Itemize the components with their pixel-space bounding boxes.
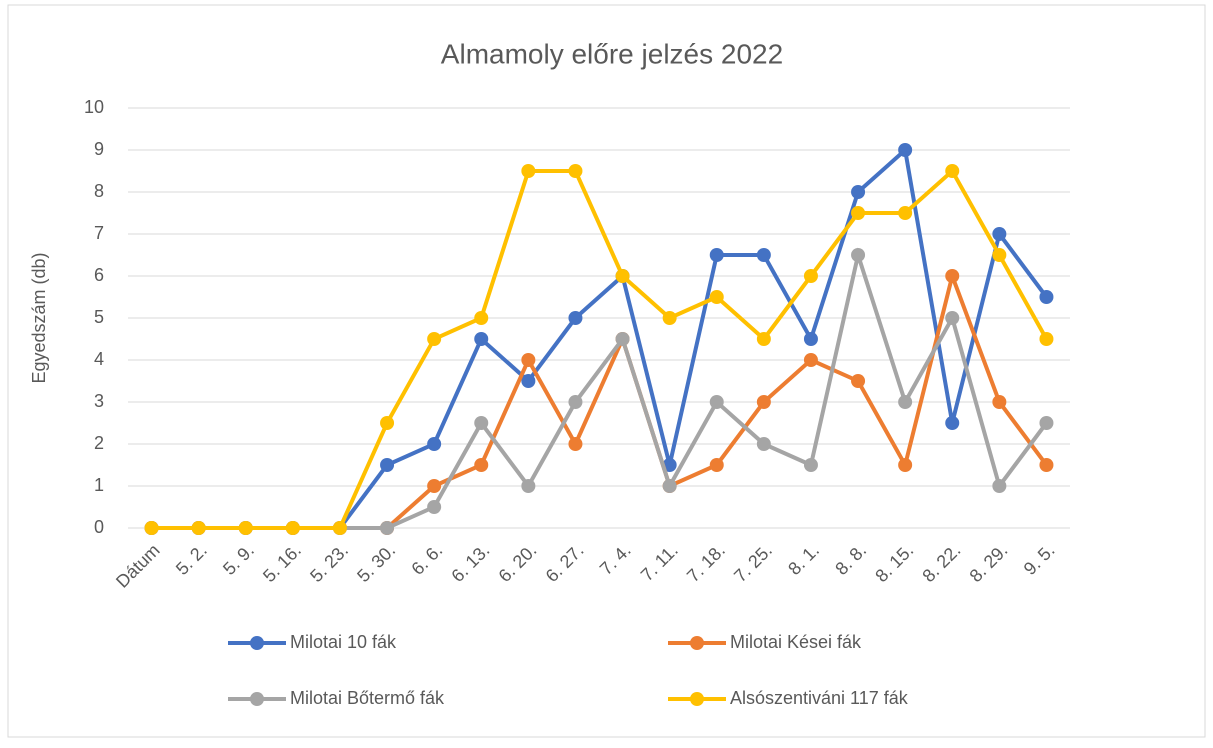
y-tick-label: 6 xyxy=(94,265,104,285)
data-point xyxy=(568,311,583,325)
data-point xyxy=(568,395,583,409)
data-point xyxy=(191,521,206,535)
data-point xyxy=(474,458,489,472)
data-point xyxy=(756,332,771,346)
data-point xyxy=(1039,332,1054,346)
data-point xyxy=(474,311,489,325)
data-point xyxy=(332,521,347,535)
data-point xyxy=(945,164,960,178)
data-point xyxy=(615,269,630,283)
data-point xyxy=(851,248,866,262)
data-point xyxy=(427,437,442,451)
data-point xyxy=(898,143,913,157)
y-tick-label: 8 xyxy=(94,181,104,201)
data-point xyxy=(521,374,536,388)
data-point xyxy=(662,458,677,472)
data-point xyxy=(144,521,159,535)
data-point xyxy=(238,521,253,535)
y-tick-label: 3 xyxy=(94,391,104,411)
data-point xyxy=(709,458,724,472)
legend-marker xyxy=(250,692,264,706)
y-tick-label: 7 xyxy=(94,223,104,243)
y-tick-label: 5 xyxy=(94,307,104,327)
data-point xyxy=(945,269,960,283)
data-point xyxy=(615,332,630,346)
data-point xyxy=(945,416,960,430)
data-point xyxy=(521,479,536,493)
data-point xyxy=(756,395,771,409)
data-point xyxy=(803,332,818,346)
data-point xyxy=(851,374,866,388)
data-point xyxy=(427,500,442,514)
data-point xyxy=(474,416,489,430)
data-point xyxy=(474,332,489,346)
data-point xyxy=(285,521,300,535)
data-point xyxy=(1039,416,1054,430)
data-point xyxy=(427,479,442,493)
y-axis-label: Egyedszám (db) xyxy=(29,252,49,383)
data-point xyxy=(709,290,724,304)
series-line xyxy=(151,167,1049,530)
data-point xyxy=(709,395,724,409)
y-tick-label: 9 xyxy=(94,139,104,159)
data-point xyxy=(803,353,818,367)
data-point xyxy=(662,479,677,493)
data-point xyxy=(1039,290,1054,304)
data-point xyxy=(1039,458,1054,472)
data-point xyxy=(851,206,866,220)
chart-title: Almamoly előre jelzés 2022 xyxy=(441,38,783,69)
data-point xyxy=(380,416,395,430)
y-tick-label: 4 xyxy=(94,349,104,369)
data-point xyxy=(898,206,913,220)
legend-label: Alsószentiváni 117 fák xyxy=(730,688,909,708)
data-point xyxy=(662,311,677,325)
data-point xyxy=(803,269,818,283)
legend-label: Milotai Kései fák xyxy=(730,632,862,652)
data-point xyxy=(709,248,724,262)
data-point xyxy=(427,332,442,346)
data-point xyxy=(756,248,771,262)
y-tick-label: 2 xyxy=(94,433,104,453)
data-point xyxy=(992,395,1007,409)
y-tick-label: 10 xyxy=(84,97,104,117)
legend-label: Milotai 10 fák xyxy=(290,632,397,652)
data-point xyxy=(992,248,1007,262)
legend-marker xyxy=(690,692,704,706)
data-point xyxy=(568,164,583,178)
y-tick-label: 0 xyxy=(94,517,104,537)
legend-label: Milotai Bőtermő fák xyxy=(290,688,445,708)
data-point xyxy=(803,458,818,472)
data-point xyxy=(992,227,1007,241)
data-point xyxy=(521,164,536,178)
y-tick-label: 1 xyxy=(94,475,104,495)
data-point xyxy=(992,479,1007,493)
data-point xyxy=(380,521,395,535)
data-point xyxy=(521,353,536,367)
data-point xyxy=(898,458,913,472)
data-point xyxy=(756,437,771,451)
data-point xyxy=(945,311,960,325)
legend-marker xyxy=(250,636,264,650)
data-point xyxy=(898,395,913,409)
legend-marker xyxy=(690,636,704,650)
data-point xyxy=(568,437,583,451)
data-point xyxy=(851,185,866,199)
data-point xyxy=(380,458,395,472)
